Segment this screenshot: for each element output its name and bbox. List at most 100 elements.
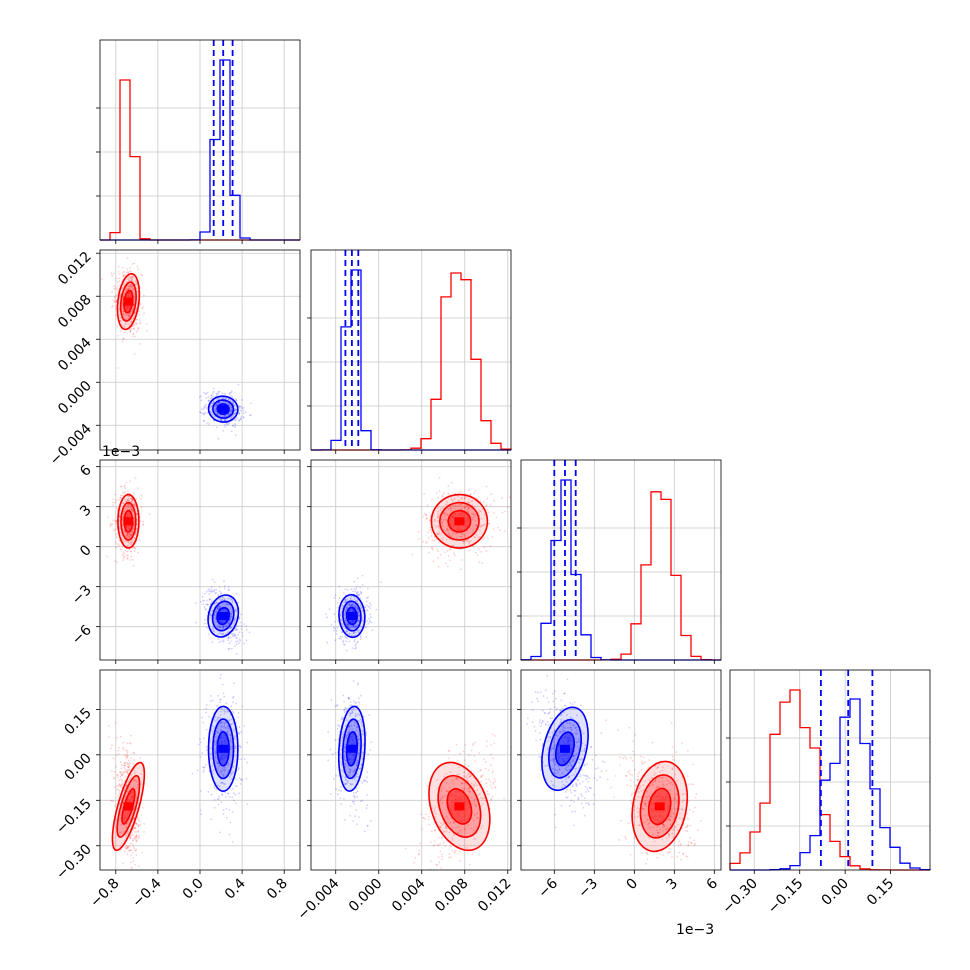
scatter-point <box>626 784 628 787</box>
scatter-point <box>346 606 349 609</box>
scatter-point <box>209 598 212 600</box>
scatter-point <box>329 793 332 795</box>
scatter-point <box>129 267 131 269</box>
scatter-point <box>235 408 238 411</box>
scatter-point <box>126 532 129 535</box>
scatter-point <box>448 852 451 855</box>
scatter-point <box>646 858 649 860</box>
scatter-point <box>327 759 329 762</box>
scatter-point <box>221 603 224 606</box>
scatter-point <box>229 405 231 407</box>
gridlines <box>100 40 930 870</box>
scatter-point <box>235 625 238 627</box>
scatter-point <box>235 629 237 631</box>
scatter-point <box>228 809 231 811</box>
scatter-point <box>233 412 236 415</box>
scatter-point <box>118 308 120 311</box>
scatter-point <box>126 742 129 745</box>
scatter-point <box>235 409 238 411</box>
scatter-point <box>217 392 220 395</box>
scatter-point <box>471 853 474 855</box>
scatter-point <box>222 625 225 628</box>
scatter-point <box>474 524 477 527</box>
scatter-point <box>127 271 130 274</box>
scatter-point <box>434 524 437 527</box>
scatter-point <box>238 405 241 408</box>
scatter-point <box>480 550 483 553</box>
scatter-point <box>213 785 216 788</box>
scatter-point <box>124 318 127 321</box>
scatter-point <box>116 536 118 539</box>
scatter-point <box>478 536 481 538</box>
scatter-point <box>217 605 220 608</box>
scatter-point <box>115 277 118 280</box>
scatter-point <box>380 581 382 584</box>
scatter-point <box>130 734 132 737</box>
scatter-point <box>671 755 674 758</box>
scatter-point <box>227 398 230 400</box>
scatter-point <box>217 803 220 806</box>
scatter-point <box>136 513 138 516</box>
scatter-point <box>122 551 124 553</box>
scatter-point <box>124 321 127 324</box>
scatter-point <box>425 517 428 520</box>
scatter-point <box>481 562 483 564</box>
scatter-point <box>441 538 444 541</box>
scatter-point <box>366 776 368 778</box>
scatter-point <box>127 541 129 543</box>
scatter-point <box>450 535 453 537</box>
scatter-point <box>130 742 132 745</box>
scatter-point <box>129 329 132 332</box>
scatter-point <box>357 640 359 643</box>
scatter-point <box>214 592 217 595</box>
scatter-point <box>126 268 128 271</box>
scatter-point <box>211 699 214 702</box>
scatter-point <box>231 811 234 813</box>
scatter-point <box>122 502 125 505</box>
scatter-point <box>475 551 477 554</box>
scatter-point <box>361 609 364 612</box>
scatter-point <box>116 325 119 328</box>
scatter-point <box>421 828 424 830</box>
scatter-point <box>124 768 127 771</box>
scatter-point <box>113 301 116 304</box>
scatter-point <box>209 397 212 400</box>
scatter-point <box>338 597 341 599</box>
scatter-point <box>456 504 459 507</box>
scatter-point <box>113 777 115 780</box>
scatter-point <box>219 606 222 609</box>
scatter-point <box>627 822 630 825</box>
scatter-point <box>238 767 240 770</box>
scatter-point <box>127 323 129 325</box>
scatter-point <box>467 507 470 510</box>
scatter-point <box>133 752 136 754</box>
scatter-point <box>112 299 115 302</box>
scatter-point <box>127 498 129 501</box>
scatter-point <box>438 490 441 492</box>
scatter-point <box>453 554 456 556</box>
scatter-point <box>459 859 461 862</box>
scatter-point <box>494 780 497 783</box>
scatter-point <box>437 836 440 839</box>
scatter-point <box>228 642 231 645</box>
scatter-point <box>458 548 461 551</box>
scatter-point <box>114 520 117 523</box>
scatter-point <box>345 649 348 652</box>
scatter-point <box>441 853 443 856</box>
scatter-point <box>473 515 476 518</box>
scatter-point <box>235 408 237 411</box>
scatter-point <box>115 301 118 304</box>
scatter-point <box>460 503 462 506</box>
scatter-point <box>483 536 486 539</box>
scatter-point <box>205 763 207 766</box>
scatter-point <box>479 525 481 528</box>
scatter-point <box>124 531 126 534</box>
scatter-point <box>135 823 138 826</box>
scatter-point <box>128 532 131 535</box>
scatter-point <box>499 529 501 531</box>
scatter-point <box>137 551 139 554</box>
scatter-point <box>243 725 246 727</box>
scatter-point <box>131 832 134 834</box>
scatter-point <box>227 403 230 406</box>
scatter-point <box>130 508 133 510</box>
